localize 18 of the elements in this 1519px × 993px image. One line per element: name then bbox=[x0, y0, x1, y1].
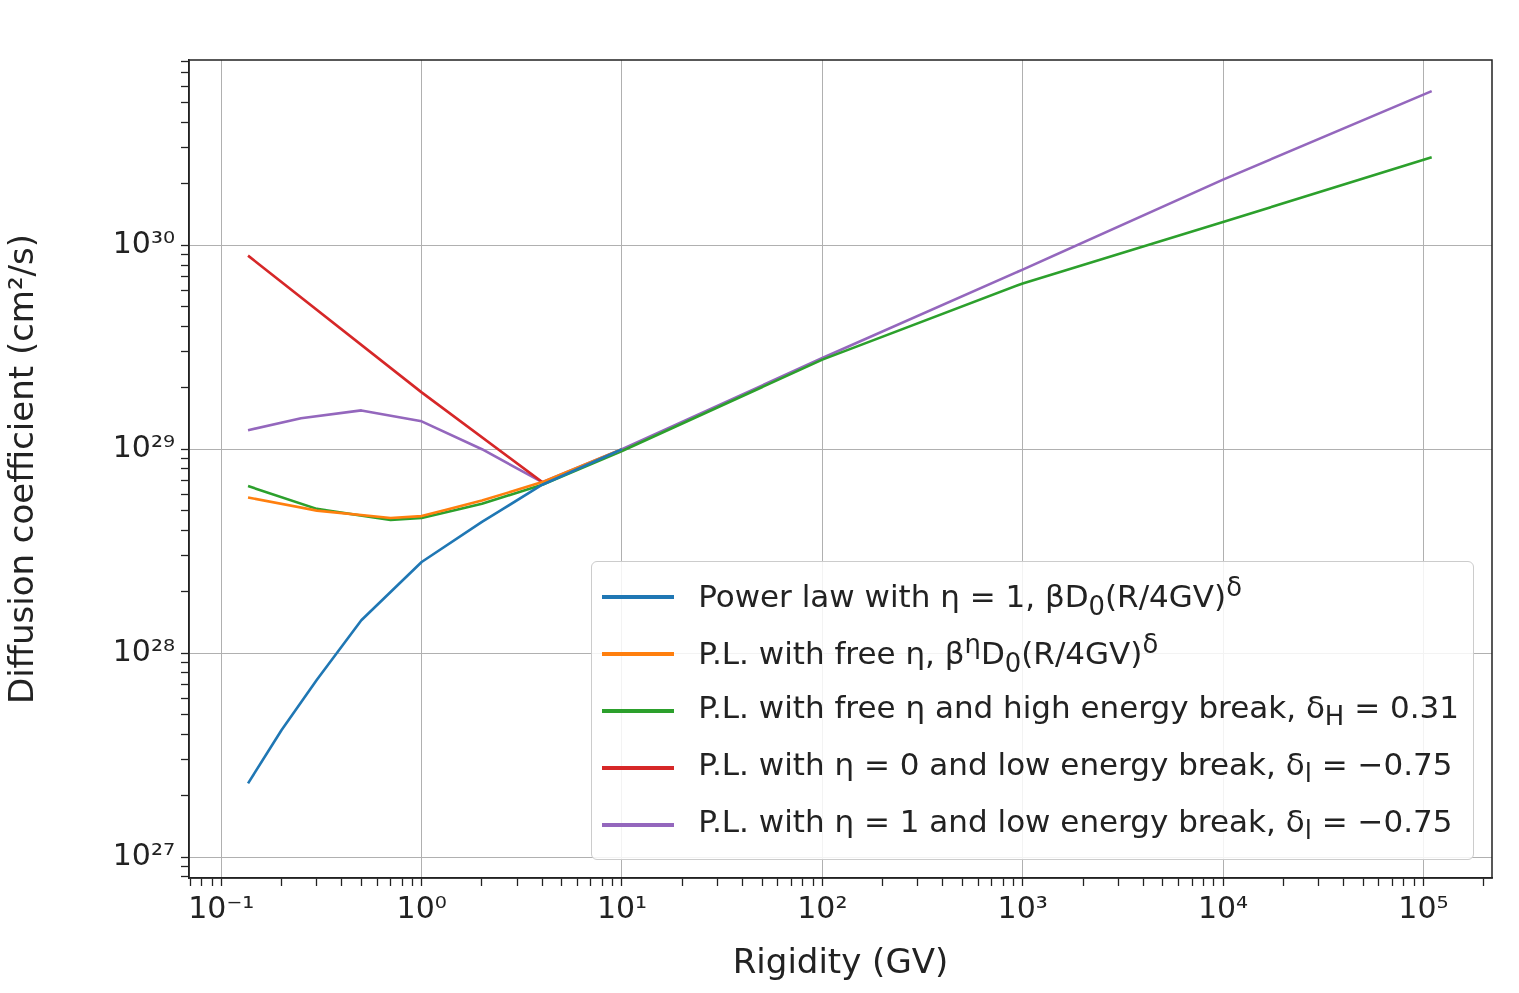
legend-label: P.L. with η = 1 and low energy break, δ$_{l}$ = −0.75 bbox=[698, 803, 1453, 846]
x-tick-label: 10² bbox=[797, 889, 848, 925]
x-tick-label: 10³ bbox=[997, 889, 1048, 925]
x-axis-title: Rigidity (GV) bbox=[732, 941, 949, 982]
y-tick-label: 10³⁰ bbox=[112, 225, 175, 261]
legend-label: Power law with η = 1, βD$_{0}$(R/4GV)$^{δ}$ bbox=[698, 572, 1242, 621]
legend-label: P.L. with free η, β$^{η}$D$_{0}$(R/4GV)$^{δ}$ bbox=[698, 629, 1159, 678]
y-tick-label: 10²⁹ bbox=[112, 429, 175, 465]
x-tick-label: 10⁰ bbox=[396, 889, 447, 925]
x-tick-label: 10⁻¹ bbox=[188, 889, 255, 925]
legend-label: P.L. with free η and high energy break, δ$_{H}$ = 0.31 bbox=[698, 689, 1459, 732]
y-tick-label: 10²⁸ bbox=[112, 632, 175, 668]
x-tick-label: 10⁴ bbox=[1197, 889, 1249, 925]
x-tick-label: 10⁵ bbox=[1398, 889, 1449, 925]
y-axis-title: Diffusion coefficient (cm²/s) bbox=[1, 233, 42, 705]
x-tick-label: 10¹ bbox=[596, 889, 648, 925]
legend-label: P.L. with η = 0 and low energy break, δ$_{l}$ = −0.75 bbox=[698, 746, 1453, 789]
y-tick-label: 10²⁷ bbox=[112, 836, 175, 872]
